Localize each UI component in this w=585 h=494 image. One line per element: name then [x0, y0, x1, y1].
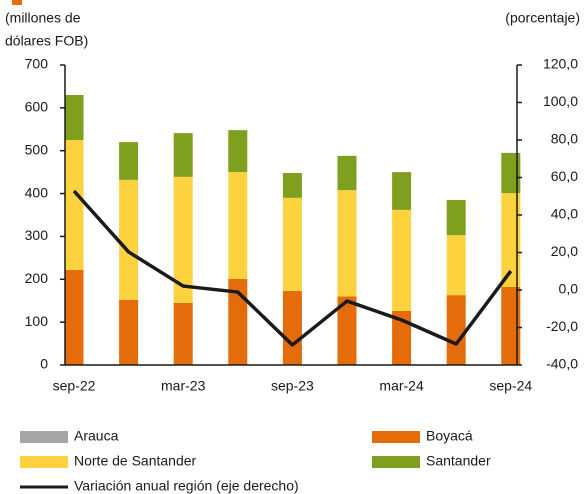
bar-segment	[119, 142, 139, 180]
y2-tick-label: 40,0	[551, 206, 578, 222]
y-tick-label: 400	[25, 184, 49, 200]
y-tick-label: 600	[25, 99, 49, 115]
legend-swatch	[372, 431, 420, 443]
legend-swatch	[372, 456, 420, 468]
y2-tick-label: 60,0	[551, 168, 578, 184]
bar-segment	[501, 193, 521, 287]
legend-label: Variación anual región (eje derecho)	[74, 478, 299, 494]
bar-segment	[228, 130, 248, 173]
line-series	[72, 189, 513, 347]
y2-tick-label: 80,0	[551, 131, 578, 147]
y-tick-label: 500	[25, 141, 49, 157]
y2-tick-label: 20,0	[551, 243, 578, 259]
bar-segment	[501, 287, 521, 365]
bar-segment	[64, 269, 84, 365]
legend-swatch	[20, 456, 68, 468]
y-tick-label: 0	[40, 356, 48, 372]
legend-label: Boyacá	[426, 428, 473, 444]
bar-segment	[228, 278, 248, 365]
bar-segment	[501, 152, 521, 194]
legend-label: Arauca	[74, 428, 119, 444]
bar-segment	[337, 190, 357, 297]
title-fragment	[12, 0, 22, 5]
bar-segment	[392, 209, 412, 311]
legend-label: Norte de Santander	[74, 453, 197, 469]
bar-segment	[119, 179, 139, 300]
y2-tick-label: 120,0	[543, 56, 578, 72]
bar-segment	[64, 140, 84, 270]
bar-segment	[282, 197, 302, 291]
y-tick-label: 200	[25, 270, 49, 286]
bar-segment	[337, 296, 357, 365]
x-tick-label: mar-23	[161, 378, 206, 394]
legend-swatch	[20, 431, 68, 443]
bar-segment	[173, 176, 193, 303]
bar-segment	[282, 290, 302, 365]
bar-segment	[119, 299, 139, 365]
y-tick-label: 700	[25, 56, 49, 72]
y2-tick-label: -40,0	[546, 356, 578, 372]
bar-segment	[392, 172, 412, 210]
y2-axis-label: (porcentaje)	[505, 10, 580, 26]
x-tick-label: sep-22	[53, 378, 96, 394]
bar-segment	[446, 295, 466, 365]
bar-segment	[64, 95, 84, 140]
bar-segment	[446, 235, 466, 296]
bar-segment	[173, 133, 193, 177]
y-tick-label: 300	[25, 227, 49, 243]
y-tick-label: 100	[25, 313, 49, 329]
legend-label: Santander	[426, 453, 491, 469]
y2-tick-label: 100,0	[543, 93, 578, 109]
y-axis-label: dólares FOB)	[5, 33, 88, 49]
bar-segment	[337, 155, 357, 191]
y-axis-label: (millones de	[5, 10, 81, 26]
bar-segment	[392, 311, 412, 365]
bar-segment	[282, 173, 302, 198]
x-tick-label: sep-24	[489, 378, 532, 394]
x-tick-label: mar-24	[379, 378, 424, 394]
bar-segment	[228, 172, 248, 279]
x-tick-label: sep-23	[271, 378, 314, 394]
y2-tick-label: 0,0	[559, 281, 579, 297]
y2-tick-label: -20,0	[546, 318, 578, 334]
bar-segment	[173, 302, 193, 365]
bar-segment	[446, 200, 466, 236]
